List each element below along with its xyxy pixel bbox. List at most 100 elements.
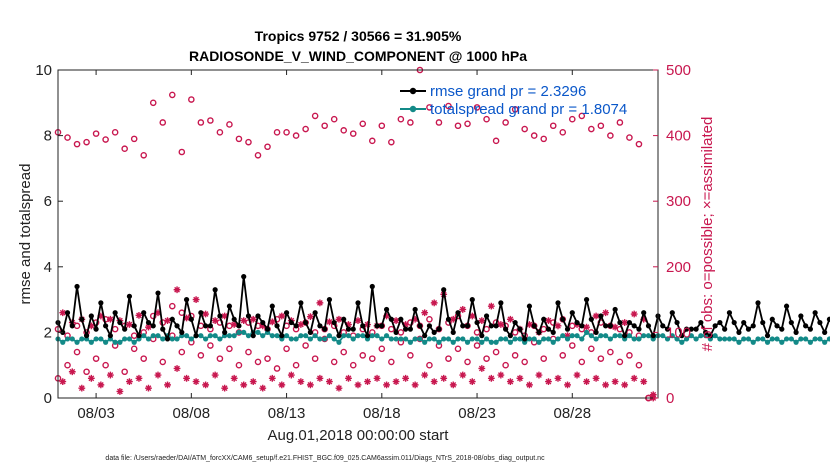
obs-assimilated-low-marker: [278, 381, 286, 389]
obs-possible-low-marker: [464, 358, 471, 366]
obs-assimilated-low-marker: [316, 374, 324, 382]
rmse-point: [541, 316, 547, 322]
rmse-point: [612, 306, 618, 313]
obs-assimilated-low-marker: [421, 371, 429, 379]
rmse-point: [412, 306, 418, 313]
totalspread-point: [574, 333, 580, 339]
rmse-point: [526, 303, 533, 309]
obs-assimilated-marker: [211, 317, 219, 324]
totalspread-point: [155, 333, 161, 339]
rmse-point: [560, 316, 566, 322]
rmse-point: [326, 297, 333, 303]
totalspread-point: [160, 336, 166, 342]
rmse-point: [417, 323, 423, 329]
x-axis-label: Aug.01,2018 00:00:00 start: [268, 427, 450, 444]
obs-assimilated-low-marker: [87, 374, 95, 382]
obs-possible-marker: [83, 138, 90, 146]
obs-assimilated-low-marker: [306, 381, 314, 389]
obs-possible-marker: [207, 117, 214, 124]
totalspread-point: [674, 336, 680, 342]
obs-possible-low-marker: [130, 345, 138, 353]
totalspread-point: [341, 333, 347, 339]
totalspread-point: [112, 339, 118, 345]
obs-possible-low-marker: [626, 352, 633, 359]
totalspread-point: [741, 336, 747, 342]
obs-assimilated-marker: [506, 315, 514, 323]
obs-possible-low-marker: [245, 348, 252, 356]
totalspread-point: [207, 333, 213, 339]
obs-assimilated-low-marker: [183, 374, 190, 382]
obs-possible-low-marker: [454, 345, 462, 353]
totalspread-point: [583, 329, 590, 335]
rmse-point: [679, 333, 685, 339]
totalspread-point: [536, 339, 542, 345]
rmse-point: [760, 319, 766, 326]
obs-assimilated-marker: [583, 323, 590, 331]
rmse-point: [607, 323, 613, 329]
obs-assimilated-low-marker: [154, 371, 162, 379]
obs-assimilated-marker: [383, 312, 390, 320]
plot-frame: [57, 69, 659, 399]
rmse-point: [550, 329, 556, 335]
legend-totalspread-marker: [409, 105, 417, 113]
obs-possible-low-marker: [635, 361, 643, 369]
rmse-point: [779, 326, 785, 332]
totalspread-point: [598, 333, 604, 339]
totalspread-point: [203, 336, 209, 342]
rmse-point: [283, 310, 290, 316]
obs-assimilated-marker: [630, 310, 638, 318]
obs-possible-low-marker: [597, 355, 605, 362]
totalspread-point: [555, 336, 561, 342]
rmse-point: [217, 313, 223, 319]
rmse-point: [598, 313, 604, 319]
rmse-point: [388, 316, 394, 322]
totalspread-point: [103, 339, 109, 345]
obs-assimilated-low-marker: [249, 378, 257, 385]
obs-assimilated-marker: [278, 312, 286, 320]
obs-possible-low-marker: [178, 348, 186, 356]
rmse-point: [145, 319, 152, 326]
totalspread-point: [512, 336, 518, 342]
rmse-point: [736, 329, 742, 335]
obs-assimilated-low-marker: [478, 365, 486, 372]
totalspread-point: [517, 336, 523, 342]
obs-possible-low-marker: [473, 342, 481, 349]
rmse-point: [93, 326, 99, 332]
obs-assimilated-low-marker: [326, 378, 333, 385]
rmse-point: [703, 329, 709, 335]
obs-possible-low-marker: [426, 361, 433, 369]
obs-possible-marker: [254, 151, 262, 159]
rmse-point: [379, 323, 385, 329]
totalspread-point: [298, 333, 304, 339]
totalspread-point: [293, 336, 299, 342]
rmse-point: [364, 333, 371, 339]
totalspread-point: [798, 336, 804, 342]
rmse-point: [683, 326, 690, 332]
obs-assimilated-low-marker: [364, 378, 371, 385]
rmse-point: [236, 323, 242, 329]
totalspread-series: [55, 329, 830, 345]
rmse-point: [150, 323, 156, 329]
rmse-point: [307, 329, 313, 335]
totalspread-point: [131, 339, 137, 345]
totalspread-point: [307, 336, 313, 342]
obs-possible-marker: [197, 119, 205, 126]
totalspread-point: [383, 333, 390, 339]
obs-assimilated-marker: [183, 314, 190, 322]
obs-assimilated-marker: [621, 319, 629, 326]
totalspread-point: [726, 336, 733, 342]
obs-assimilated-marker: [268, 318, 276, 326]
obs-assimilated-low-marker: [68, 368, 76, 376]
rmse-point: [807, 326, 813, 332]
y-left-tick-label: 6: [44, 193, 52, 210]
obs-possible-marker: [388, 138, 395, 146]
obs-possible-low-marker: [378, 345, 386, 353]
rmse-point: [164, 336, 171, 342]
obs-assimilated-low-marker: [535, 371, 543, 379]
obs-possible-marker: [264, 143, 271, 151]
totalspread-point: [445, 336, 452, 342]
obs-assimilated-low-marker: [640, 378, 648, 385]
obs-assimilated-low-marker: [468, 378, 476, 385]
obs-assimilated-low-marker: [97, 381, 105, 389]
obs-assimilated-low-marker: [383, 381, 390, 389]
